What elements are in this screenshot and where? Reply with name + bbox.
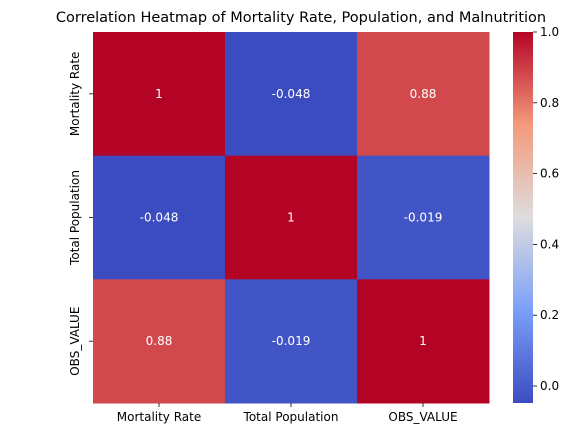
chart-title: Correlation Heatmap of Mortality Rate, P… (56, 10, 546, 26)
x-axis: Mortality Rate Total Population OBS_VALUE (117, 403, 458, 424)
heatmap-cell (93, 32, 226, 157)
heatmap-cell (93, 155, 226, 280)
y-tick-label: Total Population (68, 170, 82, 266)
colorbar: 0.0 0.2 0.4 0.6 0.8 1.0 (513, 25, 559, 403)
colorbar-tick-label: 0.4 (540, 237, 559, 251)
x-tick-label: OBS_VALUE (388, 410, 457, 424)
colorbar-tick-label: 1.0 (540, 25, 559, 39)
colorbar-gradient (513, 32, 533, 403)
heatmap-cell (357, 279, 490, 404)
heatmap-cells (93, 32, 490, 404)
colorbar-tick-label: 0.6 (540, 167, 559, 181)
cell-value-label: -0.048 (272, 87, 311, 101)
cell-value-label: 0.88 (146, 334, 173, 348)
x-tick-label: Total Population (243, 410, 339, 424)
colorbar-tick-label: 0.2 (540, 308, 559, 322)
y-tick-label: OBS_VALUE (68, 307, 82, 376)
cell-value-label: -0.048 (140, 211, 179, 225)
cell-value-label: 1 (287, 211, 295, 225)
y-tick-label: Mortality Rate (68, 52, 82, 137)
cell-value-label: -0.019 (272, 334, 311, 348)
heatmap-cell (225, 32, 358, 157)
cell-value-label: 1 (419, 334, 427, 348)
heatmap-cell (225, 279, 358, 404)
heatmap-cell (357, 155, 490, 280)
cell-value-label: -0.019 (404, 211, 443, 225)
colorbar-tick-label: 0.0 (540, 379, 559, 393)
heatmap-cell (93, 279, 226, 404)
heatmap-cell (225, 155, 358, 280)
colorbar-tick-label: 0.8 (540, 96, 559, 110)
cell-value-label: 1 (155, 87, 163, 101)
y-axis: Mortality Rate Total Population OBS_VALUE (68, 52, 93, 376)
cell-annotations: 1 -0.048 0.88 -0.048 1 -0.019 0.88 -0.019 1 (140, 87, 443, 348)
x-tick-label: Mortality Rate (117, 410, 202, 424)
cell-value-label: 0.88 (410, 87, 437, 101)
heatmap-cell (357, 32, 490, 157)
